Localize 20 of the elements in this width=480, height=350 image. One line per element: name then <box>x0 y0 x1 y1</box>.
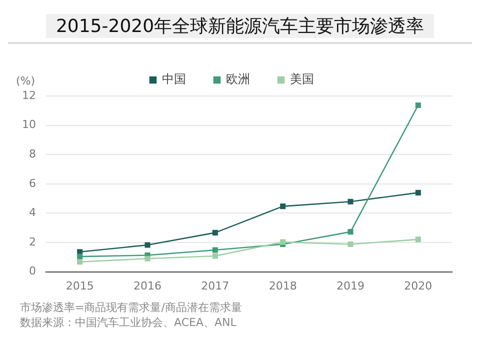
x-tick-label: 2020 <box>404 279 432 292</box>
y-tick-label: 10 <box>22 118 36 132</box>
y-axis-title: (%) <box>16 74 36 88</box>
x-tick-label: 2015 <box>66 279 94 292</box>
y-tick-label: 4 <box>28 206 36 220</box>
legend-label: 美国 <box>290 72 314 86</box>
legend-label: 中国 <box>162 72 186 86</box>
source-note: 数据来源：中国汽车工业协会、ACEA、ANL <box>20 315 238 330</box>
y-tick-label: 2 <box>28 235 36 248</box>
y-tick-label: 6 <box>28 176 36 190</box>
x-tick-label: 2016 <box>134 279 162 292</box>
y-tick-label: 12 <box>22 88 36 102</box>
x-tick-label: 2017 <box>201 279 230 292</box>
legend-label: 欧洲 <box>226 72 250 86</box>
x-tick-label: 2019 <box>336 279 364 292</box>
text: 市场渗透率=商品现有需求量/商品潜在需求量 <box>20 300 243 315</box>
chart-title: 2015-2020年全球新能源汽车主要市场渗透率 <box>46 14 434 38</box>
y-tick-label: 0 <box>28 264 36 278</box>
x-tick-label: 2018 <box>268 279 297 292</box>
y-tick-label: 8 <box>28 147 36 160</box>
